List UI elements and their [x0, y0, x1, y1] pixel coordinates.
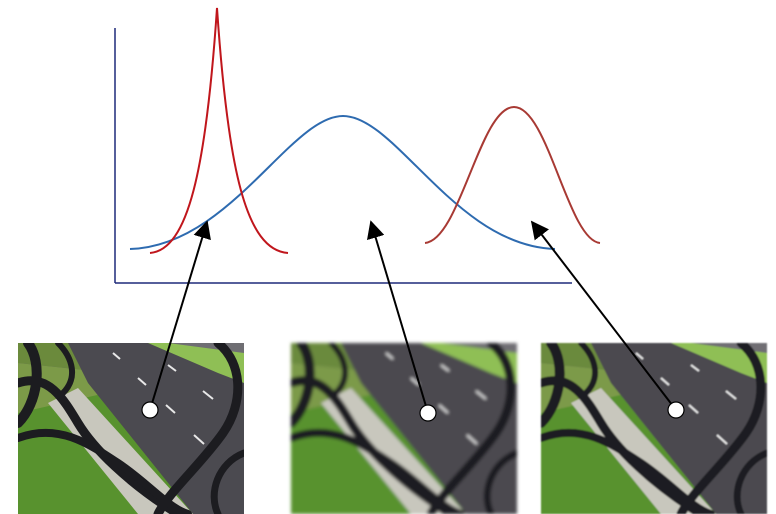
photo-1 — [18, 343, 244, 514]
point-marker — [668, 402, 684, 418]
red-curve — [150, 8, 288, 253]
blue-curve — [130, 116, 555, 249]
photo-2 — [291, 343, 517, 514]
point-marker — [420, 405, 436, 421]
page — [0, 0, 776, 514]
point-marker — [142, 402, 158, 418]
diagram — [0, 0, 776, 514]
photo-3 — [541, 343, 767, 514]
brown-curve — [425, 107, 600, 243]
